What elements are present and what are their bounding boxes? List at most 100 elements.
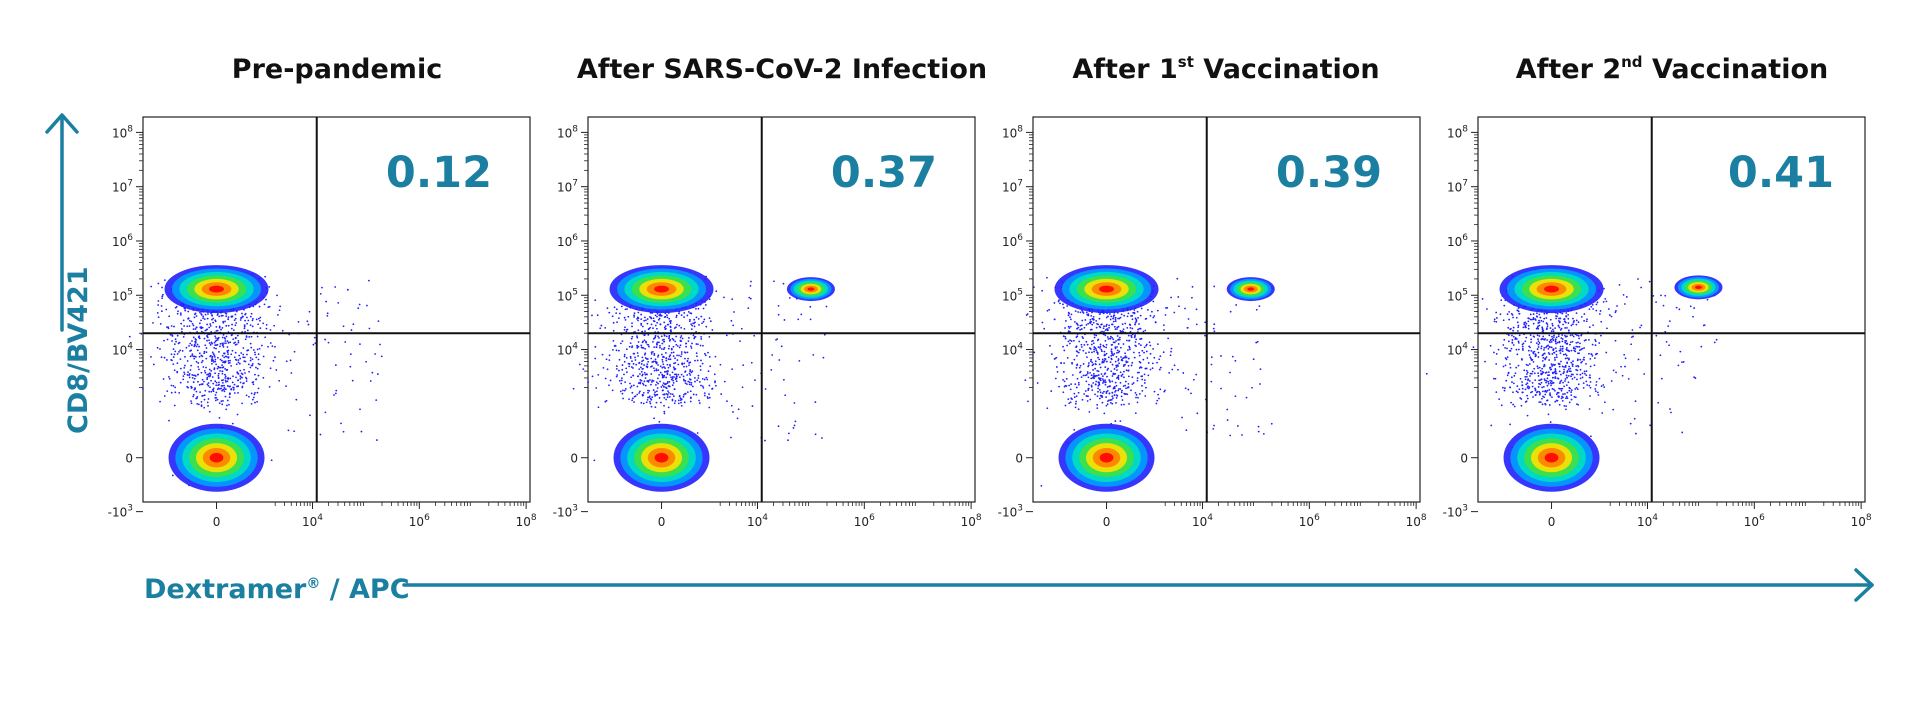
event-dot — [205, 366, 207, 369]
event-dot — [1114, 389, 1117, 392]
event-dot — [244, 319, 246, 322]
event-dot — [671, 393, 674, 396]
event-dot — [689, 370, 691, 373]
event-dot — [186, 360, 189, 362]
event-dot — [257, 353, 260, 356]
event-dot — [1063, 349, 1066, 352]
event-dot — [663, 340, 665, 343]
event-dot — [662, 382, 665, 385]
event-dot — [1097, 374, 1100, 376]
y-tick-label: -103 — [998, 504, 1023, 520]
event-dot — [704, 304, 707, 306]
event-dot — [1094, 393, 1096, 396]
event-dot — [1191, 285, 1194, 288]
event-dot — [1122, 385, 1125, 388]
event-dot — [235, 336, 237, 339]
quadrant-value-4: 0.41 — [1727, 148, 1834, 198]
event-dot — [701, 362, 704, 365]
event-dot — [1534, 379, 1537, 381]
event-dot — [1537, 356, 1540, 358]
event-dot — [1073, 396, 1076, 399]
event-dot — [1168, 371, 1171, 374]
event-dot — [174, 386, 177, 389]
event-dot — [1526, 371, 1529, 374]
y-tick-label: 105 — [1447, 287, 1468, 303]
event-dot — [249, 315, 252, 318]
event-dot — [1109, 313, 1111, 315]
event-dot — [152, 363, 155, 366]
event-dot — [1130, 315, 1132, 317]
event-dot — [1545, 381, 1547, 384]
event-dot — [594, 357, 597, 360]
event-dot — [1538, 366, 1541, 369]
event-dot — [604, 326, 607, 329]
event-dot — [181, 350, 184, 352]
event-dot — [663, 338, 665, 341]
event-dot — [1648, 280, 1651, 283]
event-dot — [625, 371, 628, 374]
event-dot — [229, 341, 232, 344]
event-dot — [1073, 428, 1076, 431]
event-dot — [217, 356, 219, 359]
event-dot — [670, 351, 673, 354]
event-dot — [1184, 307, 1186, 310]
event-dot — [788, 432, 790, 435]
event-dot — [197, 403, 200, 406]
event-dot — [1610, 315, 1613, 318]
event-dot — [1584, 372, 1586, 375]
event-dot — [1131, 383, 1134, 385]
event-dot — [648, 345, 650, 348]
event-dot — [1155, 402, 1158, 405]
event-dot — [1120, 403, 1123, 406]
event-dot — [1520, 398, 1523, 400]
event-dot — [159, 348, 161, 350]
event-dot — [1101, 361, 1104, 364]
event-dot — [228, 392, 231, 395]
event-dot — [684, 357, 686, 360]
event-dot — [190, 364, 193, 367]
event-dot — [700, 315, 703, 318]
event-dot — [1539, 316, 1542, 319]
event-dot — [659, 323, 662, 326]
event-dot — [1540, 381, 1543, 384]
event-dot — [1064, 337, 1067, 340]
event-dot — [1585, 374, 1588, 377]
event-dot — [1090, 358, 1093, 361]
event-dot — [217, 377, 220, 379]
event-dot — [1549, 392, 1551, 395]
event-dot — [1101, 323, 1103, 326]
event-dot — [191, 354, 194, 357]
event-dot — [688, 320, 691, 323]
event-dot — [1114, 360, 1117, 363]
event-dot — [751, 405, 754, 407]
event-dot — [1530, 349, 1533, 352]
event-dot — [176, 334, 179, 337]
event-dot — [1552, 363, 1555, 366]
event-dot — [1660, 377, 1663, 380]
event-dot — [1092, 321, 1095, 324]
event-dot — [663, 412, 666, 415]
event-dot — [157, 316, 160, 319]
event-dot — [1575, 312, 1578, 315]
event-dot — [179, 312, 182, 315]
event-dot — [1607, 308, 1610, 310]
event-dot — [221, 314, 224, 317]
event-dot — [1514, 337, 1517, 339]
event-dot — [703, 318, 706, 321]
event-dot — [1502, 319, 1505, 322]
event-dot — [693, 318, 696, 321]
event-dot — [201, 355, 204, 358]
event-dot — [618, 369, 620, 372]
event-dot — [194, 328, 197, 330]
event-dot — [1610, 380, 1613, 382]
event-dot — [1096, 395, 1099, 398]
event-dot — [1538, 379, 1541, 382]
event-dot — [1574, 388, 1577, 390]
event-dot — [219, 343, 222, 345]
event-dot — [640, 401, 643, 404]
event-dot — [1088, 411, 1091, 413]
event-dot — [1562, 393, 1564, 395]
event-dot — [667, 347, 670, 350]
event-dot — [663, 410, 666, 413]
event-dot — [1117, 374, 1120, 377]
